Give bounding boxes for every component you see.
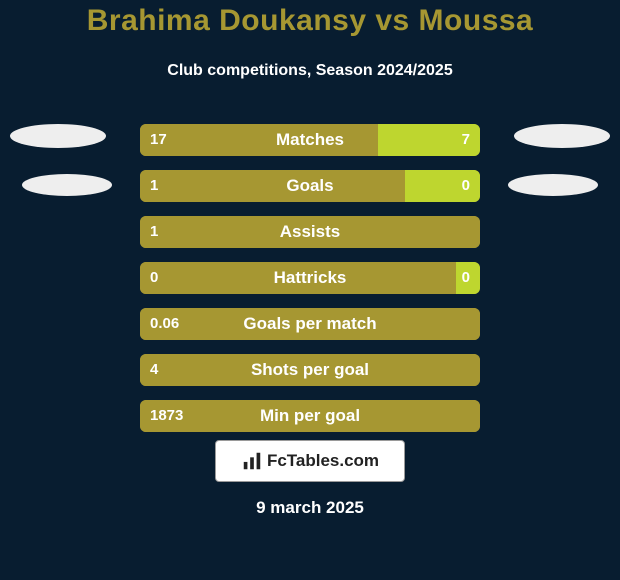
stat-row: Assists1 [0, 210, 620, 256]
page-subtitle: Club competitions, Season 2024/2025 [0, 62, 620, 80]
stat-bar-right [378, 124, 480, 156]
stat-bar [140, 216, 480, 248]
stat-bar [140, 308, 480, 340]
stat-row: Goals10 [0, 164, 620, 210]
stat-bar-left [140, 216, 480, 248]
date-text: 9 march 2025 [0, 498, 620, 518]
stat-bar [140, 124, 480, 156]
brand-bars-icon [241, 450, 263, 472]
stat-bar-right [405, 170, 480, 202]
stat-bar [140, 170, 480, 202]
comparison-chart: Brahima Doukansy vs Moussa Club competit… [0, 0, 620, 580]
stat-row: Matches177 [0, 118, 620, 164]
stat-row: Hattricks00 [0, 256, 620, 302]
stat-rows: Matches177Goals10Assists1Hattricks00Goal… [0, 118, 620, 440]
stat-bar [140, 354, 480, 386]
stat-bar-left [140, 170, 405, 202]
page-title: Brahima Doukansy vs Moussa [0, 4, 620, 38]
stat-bar-left [140, 262, 456, 294]
stat-bar-left [140, 124, 378, 156]
stat-bar [140, 400, 480, 432]
brand-box: FcTables.com [215, 440, 405, 482]
stat-row: Shots per goal4 [0, 348, 620, 394]
brand-text: FcTables.com [267, 451, 379, 471]
stat-bar-left [140, 308, 480, 340]
stat-bar-left [140, 400, 480, 432]
stat-row: Min per goal1873 [0, 394, 620, 440]
stat-row: Goals per match0.06 [0, 302, 620, 348]
stat-bar-left [140, 354, 480, 386]
stat-bar-right [456, 262, 480, 294]
stat-bar [140, 262, 480, 294]
